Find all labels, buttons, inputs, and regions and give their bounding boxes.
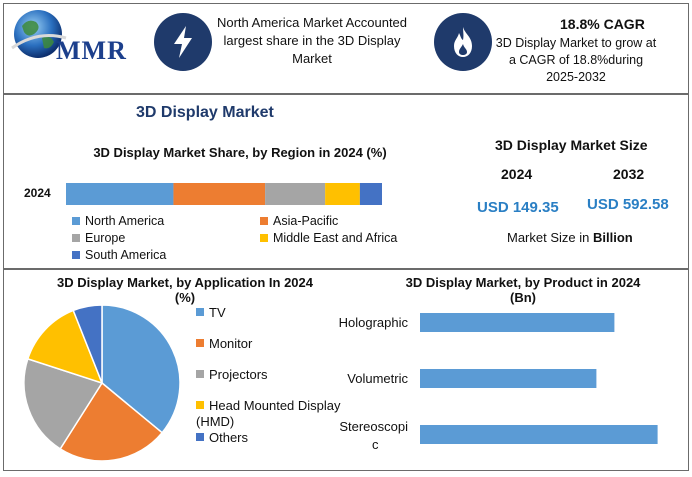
middle-divider: [3, 268, 689, 270]
pie-slice-head-mounted-display-hmd: [26, 309, 104, 385]
application-title-line1: 3D Display Market, by Application In 202…: [57, 275, 313, 290]
legend-swatch: [196, 339, 204, 347]
legend-label: TV: [209, 305, 226, 320]
region-legend-item: Europe: [72, 231, 125, 245]
region-legend: North America Asia-Pacific Europe Middle Ea…: [72, 214, 432, 264]
product-bar-stereoscopic: [420, 425, 658, 444]
size-unit-bold: Billion: [592, 230, 633, 245]
lightning-icon: [154, 13, 212, 71]
region-year-label: 2024: [24, 186, 51, 200]
region-stacked-bar: [66, 183, 382, 205]
region-legend-item: Middle East and Africa: [260, 231, 397, 245]
application-legend: TV Monitor Projectors Head Mounted Display …: [196, 305, 366, 455]
product-bar-volumetric: [420, 369, 597, 388]
region-chart-title: 3D Display Market Share, by Region in 20…: [93, 145, 387, 160]
legend-label: South America: [85, 248, 167, 262]
region-legend-item: North America: [72, 214, 164, 228]
legend-swatch: [72, 217, 80, 225]
size-unit-prefix: Market Size in: [507, 230, 593, 245]
legend-label: North America: [85, 214, 165, 228]
legend-label: Projectors: [209, 367, 268, 382]
application-legend-item: Head Mounted Display (HMD): [196, 398, 361, 430]
application-legend-item: TV: [196, 305, 361, 321]
main-title: 3D Display Market: [136, 104, 274, 121]
region-segment-middle-east-and-africa: [325, 183, 360, 205]
legend-swatch: [72, 251, 80, 259]
region-legend-item: Asia-Pacific: [260, 214, 338, 228]
size-unit: Market Size in Billion: [507, 230, 633, 245]
header-divider: [3, 93, 689, 95]
market-size-title: 3D Display Market Size: [495, 137, 648, 153]
logo-text: MMR: [56, 36, 127, 65]
product-category-label: Stereoscopi: [339, 419, 408, 434]
region-segment-south-america: [359, 183, 382, 205]
legend-swatch: [72, 234, 80, 242]
product-bar-chart: Holographic Volumetric Stereoscopi c: [339, 313, 658, 452]
legend-swatch: [196, 401, 204, 409]
region-legend-item: South America: [72, 248, 166, 262]
product-chart-title: 3D Display Market, by Product in 2024 (B…: [378, 275, 668, 305]
product-category-label: Holographic: [339, 315, 409, 330]
card2-text: 3D Display Market to grow at a CAGR of 1…: [495, 36, 657, 84]
legend-label: Head Mounted Display (HMD): [196, 398, 341, 429]
logo: MMR: [8, 8, 148, 65]
product-category-label: c: [372, 437, 379, 452]
pie-slice-projectors: [23, 357, 104, 450]
application-legend-item: Monitor: [196, 336, 361, 352]
outer-border: [3, 3, 689, 471]
legend-swatch: [260, 234, 268, 242]
product-bar-holographic: [420, 313, 615, 332]
product-title-line2: (Bn): [510, 290, 536, 305]
value-2024: USD 149.35: [477, 199, 559, 216]
region-segment-north-america: [66, 183, 174, 205]
legend-label: Others: [209, 430, 249, 445]
pie-slice-others: [72, 304, 103, 384]
legend-swatch: [196, 308, 204, 316]
legend-label: Asia-Pacific: [273, 214, 339, 228]
product-title-line1: 3D Display Market, by Product in 2024: [405, 275, 641, 290]
legend-label: Europe: [85, 231, 126, 245]
application-title-line2: (%): [174, 290, 196, 305]
product-category-label: Volumetric: [347, 371, 408, 386]
cagr-title: 18.8% CAGR: [560, 16, 645, 32]
legend-label: Middle East and Africa: [273, 231, 398, 245]
region-segment-asia-pacific: [173, 183, 266, 205]
legend-swatch: [196, 433, 204, 441]
legend-swatch: [260, 217, 268, 225]
globe-icon: [11, 10, 67, 58]
legend-label: Monitor: [209, 336, 253, 351]
pie-slice-tv: [101, 304, 181, 434]
year-2024: 2024: [501, 166, 533, 182]
value-2032: USD 592.58: [587, 196, 669, 213]
year-2032: 2032: [613, 166, 645, 182]
flame-icon: [434, 13, 492, 71]
region-segment-europe: [265, 183, 326, 205]
application-pie: [23, 304, 181, 462]
application-legend-item: Projectors: [196, 367, 361, 383]
pie-slice-monitor: [59, 381, 164, 462]
legend-swatch: [196, 370, 204, 378]
application-legend-item: Others: [196, 430, 361, 446]
card1-text: North America Market Accounted largest s…: [216, 15, 408, 66]
application-chart-title: 3D Display Market, by Application In 202…: [20, 275, 350, 305]
